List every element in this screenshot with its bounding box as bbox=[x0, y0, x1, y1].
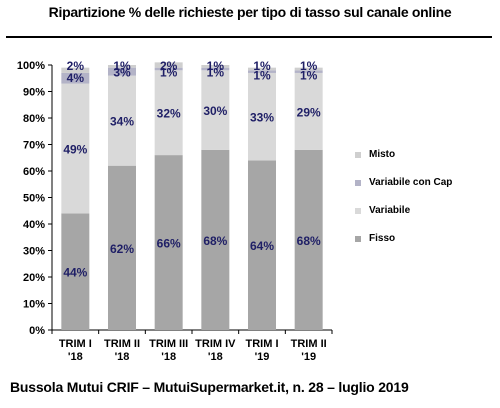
x-category-label: TRIM III bbox=[149, 338, 188, 350]
x-category-label: TRIM I bbox=[59, 338, 92, 350]
bar-segment-variabile bbox=[154, 70, 183, 156]
data-label: 1% bbox=[300, 59, 318, 73]
data-label: 1% bbox=[113, 59, 131, 73]
bar-segment-variabile bbox=[108, 75, 136, 166]
y-tick-label: 90% bbox=[23, 87, 45, 99]
data-label: 66% bbox=[157, 237, 181, 251]
bar-segment-variabile-con-cap bbox=[108, 67, 136, 76]
y-tick-label: 30% bbox=[23, 246, 45, 258]
bar-segment-fisso bbox=[61, 213, 90, 330]
legend-swatch bbox=[355, 208, 361, 214]
data-label: 33% bbox=[250, 111, 274, 125]
x-category-label: TRIM II bbox=[291, 338, 327, 350]
y-tick-label: 70% bbox=[23, 140, 45, 152]
legend-label: Fisso bbox=[369, 233, 396, 244]
data-label: 68% bbox=[203, 234, 227, 248]
x-category-year: '19 bbox=[255, 351, 270, 363]
bar-segment-fisso bbox=[294, 149, 323, 330]
chart-title: Ripartizione % delle richieste per tipo … bbox=[48, 4, 452, 20]
bar-segment-fisso bbox=[108, 165, 136, 330]
data-label: 1% bbox=[160, 66, 178, 80]
source-footer: Bussola Mutui CRIF – MutuiSupermarket.it… bbox=[10, 379, 409, 395]
bar-segment-misto bbox=[154, 62, 183, 68]
x-category-year: '19 bbox=[301, 351, 316, 363]
x-category-label: TRIM I bbox=[246, 338, 279, 350]
data-label: 1% bbox=[253, 59, 271, 73]
data-label: 44% bbox=[63, 266, 87, 280]
bar-segment-fisso bbox=[248, 160, 276, 330]
legend-swatch bbox=[355, 236, 361, 242]
data-label: 29% bbox=[297, 105, 321, 119]
legend-label: Variabile con Cap bbox=[369, 177, 453, 188]
data-label: 4% bbox=[67, 71, 85, 85]
x-category-label: TRIM II bbox=[104, 338, 140, 350]
bar-segment-misto bbox=[108, 65, 136, 68]
data-label: 68% bbox=[297, 234, 321, 248]
bar-segment-fisso bbox=[201, 149, 230, 330]
bar-segment-variabile-con-cap bbox=[201, 67, 230, 71]
data-label: 34% bbox=[110, 115, 134, 129]
data-label: 30% bbox=[203, 104, 227, 118]
data-label: 62% bbox=[110, 242, 134, 256]
legend-swatch bbox=[355, 180, 361, 186]
y-tick-label: 40% bbox=[23, 219, 45, 231]
legend-swatch bbox=[355, 152, 361, 158]
y-tick-label: 80% bbox=[23, 113, 45, 125]
legend-label: Variabile bbox=[369, 205, 411, 216]
bar-segment-misto bbox=[201, 65, 230, 68]
y-tick-label: 0% bbox=[29, 325, 45, 337]
x-category-label: TRIM IV bbox=[195, 338, 236, 350]
bar-segment-variabile-con-cap bbox=[294, 70, 323, 73]
x-category-year: '18 bbox=[115, 351, 130, 363]
y-tick-label: 10% bbox=[23, 299, 45, 311]
bar-segment-variabile bbox=[294, 72, 323, 150]
x-category-year: '18 bbox=[161, 351, 176, 363]
y-tick-label: 20% bbox=[23, 272, 45, 284]
y-tick-label: 100% bbox=[17, 60, 45, 72]
data-label: 1% bbox=[207, 66, 225, 80]
x-category-year: '18 bbox=[208, 351, 223, 363]
x-category-year: '18 bbox=[68, 351, 83, 363]
data-label: 49% bbox=[63, 142, 87, 156]
bar-segment-variabile-con-cap bbox=[61, 72, 90, 84]
bar-segment-misto bbox=[248, 67, 276, 71]
title-divider bbox=[6, 36, 492, 38]
bar-segment-fisso bbox=[154, 155, 183, 330]
bar-segment-misto bbox=[294, 67, 323, 71]
data-label: 2% bbox=[67, 59, 85, 73]
data-label: 2% bbox=[160, 59, 178, 73]
bar-segment-misto bbox=[61, 67, 90, 73]
data-label: 1% bbox=[207, 59, 225, 73]
bar-segment-variabile bbox=[248, 72, 276, 161]
bar-segment-variabile bbox=[61, 83, 90, 214]
data-label: 64% bbox=[250, 239, 274, 253]
data-label: 32% bbox=[157, 107, 181, 121]
data-label: 1% bbox=[300, 68, 318, 82]
legend-label: Misto bbox=[369, 149, 396, 160]
y-tick-label: 60% bbox=[23, 166, 45, 178]
bar-segment-variabile-con-cap bbox=[154, 67, 183, 71]
bar-segment-variabile-con-cap bbox=[248, 70, 276, 73]
y-tick-label: 50% bbox=[23, 193, 45, 205]
data-label: 3% bbox=[113, 66, 131, 80]
data-label: 1% bbox=[253, 68, 271, 82]
bar-segment-variabile bbox=[201, 70, 230, 150]
